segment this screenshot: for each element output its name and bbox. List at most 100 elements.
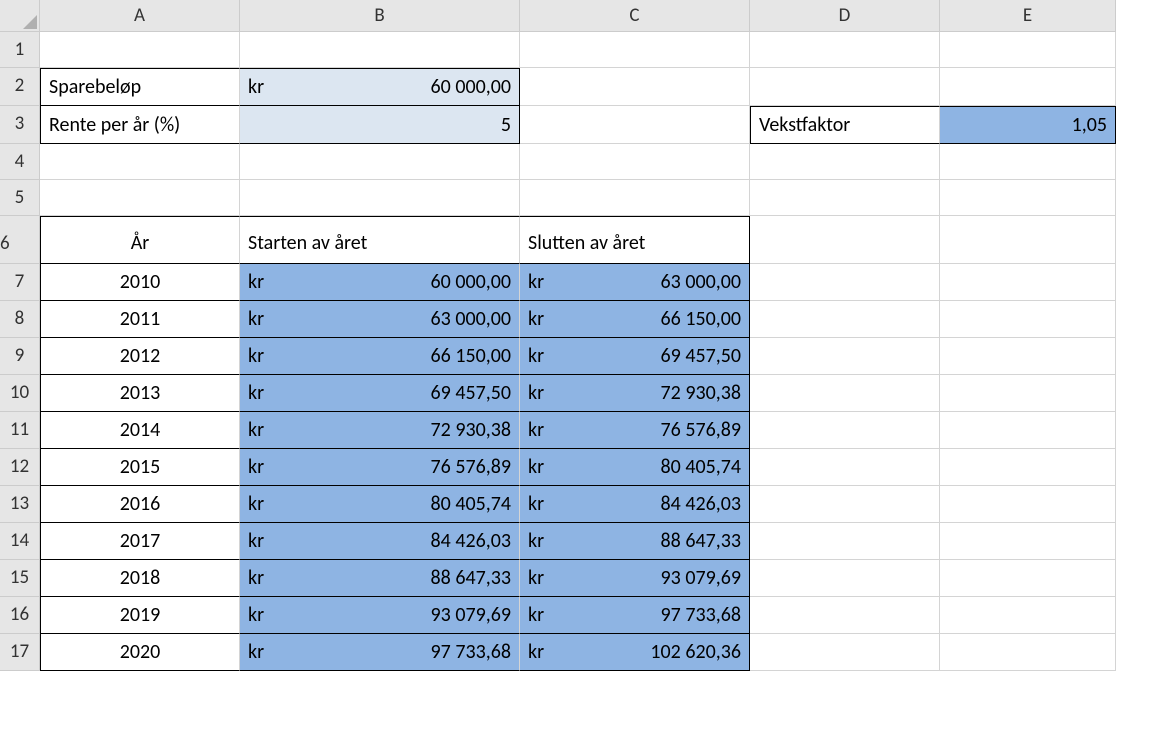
cell-a7[interactable]: 2010 xyxy=(40,264,240,301)
cell-c17[interactable]: kr102 620,36 xyxy=(520,634,750,671)
cell-c11[interactable]: kr76 576,89 xyxy=(520,412,750,449)
cell-a14[interactable]: 2017 xyxy=(40,523,240,560)
cell-d15[interactable] xyxy=(750,560,940,597)
cell-b10[interactable]: kr69 457,50 xyxy=(240,375,520,412)
row-header-10[interactable]: 10 xyxy=(0,375,40,412)
cell-a10[interactable]: 2013 xyxy=(40,375,240,412)
cell-e5[interactable] xyxy=(940,180,1116,216)
col-header-d[interactable]: D xyxy=(750,0,940,32)
cell-c15[interactable]: kr93 079,69 xyxy=(520,560,750,597)
cell-a6[interactable]: År xyxy=(40,216,240,264)
row-header-5[interactable]: 5 xyxy=(0,180,40,216)
row-header-4[interactable]: 4 xyxy=(0,144,40,180)
cell-a1[interactable] xyxy=(40,32,240,68)
cell-a17[interactable]: 2020 xyxy=(40,634,240,671)
cell-c4[interactable] xyxy=(520,144,750,180)
cell-c1[interactable] xyxy=(520,32,750,68)
row-header-3[interactable]: 3 xyxy=(0,106,40,144)
cell-b11[interactable]: kr72 930,38 xyxy=(240,412,520,449)
cell-b2[interactable]: kr 60 000,00 xyxy=(240,68,520,106)
cell-e1[interactable] xyxy=(940,32,1116,68)
cell-e3[interactable]: 1,05 xyxy=(940,106,1116,144)
cell-e13[interactable] xyxy=(940,486,1116,523)
cell-d5[interactable] xyxy=(750,180,940,216)
row-header-2[interactable]: 2 xyxy=(0,68,40,106)
cell-c6[interactable]: Slutten av året xyxy=(520,216,750,264)
cell-e9[interactable] xyxy=(940,338,1116,375)
cell-b14[interactable]: kr84 426,03 xyxy=(240,523,520,560)
col-header-c[interactable]: C xyxy=(520,0,750,32)
cell-e4[interactable] xyxy=(940,144,1116,180)
cell-c13[interactable]: kr84 426,03 xyxy=(520,486,750,523)
cell-e14[interactable] xyxy=(940,523,1116,560)
cell-a4[interactable] xyxy=(40,144,240,180)
cell-d16[interactable] xyxy=(750,597,940,634)
row-header-14[interactable]: 14 xyxy=(0,523,40,560)
cell-d2[interactable] xyxy=(750,68,940,106)
cell-b8[interactable]: kr63 000,00 xyxy=(240,301,520,338)
cell-c8[interactable]: kr66 150,00 xyxy=(520,301,750,338)
cell-b12[interactable]: kr76 576,89 xyxy=(240,449,520,486)
row-header-12[interactable]: 12 xyxy=(0,449,40,486)
row-header-7[interactable]: 7 xyxy=(0,264,40,301)
cell-a9[interactable]: 2012 xyxy=(40,338,240,375)
cell-d6[interactable] xyxy=(750,216,940,264)
cell-e17[interactable] xyxy=(940,634,1116,671)
cell-e15[interactable] xyxy=(940,560,1116,597)
row-header-17[interactable]: 17 xyxy=(0,634,40,671)
cell-c14[interactable]: kr88 647,33 xyxy=(520,523,750,560)
cell-d11[interactable] xyxy=(750,412,940,449)
cell-a16[interactable]: 2019 xyxy=(40,597,240,634)
cell-a3[interactable]: Rente per år (%) xyxy=(40,106,240,144)
cell-c12[interactable]: kr80 405,74 xyxy=(520,449,750,486)
cell-a2[interactable]: Sparebeløp xyxy=(40,68,240,106)
cell-e12[interactable] xyxy=(940,449,1116,486)
select-all-corner[interactable] xyxy=(0,0,40,32)
cell-d13[interactable] xyxy=(750,486,940,523)
cell-d9[interactable] xyxy=(750,338,940,375)
cell-d14[interactable] xyxy=(750,523,940,560)
row-header-13[interactable]: 13 xyxy=(0,486,40,523)
row-header-8[interactable]: 8 xyxy=(0,301,40,338)
cell-c16[interactable]: kr97 733,68 xyxy=(520,597,750,634)
cell-d17[interactable] xyxy=(750,634,940,671)
cell-e10[interactable] xyxy=(940,375,1116,412)
row-header-16[interactable]: 16 xyxy=(0,597,40,634)
cell-d1[interactable] xyxy=(750,32,940,68)
cell-b4[interactable] xyxy=(240,144,520,180)
cell-b9[interactable]: kr66 150,00 xyxy=(240,338,520,375)
cell-e16[interactable] xyxy=(940,597,1116,634)
cell-c7[interactable]: kr63 000,00 xyxy=(520,264,750,301)
spreadsheet-grid[interactable]: A B C D E 1 2 Sparebeløp kr 60 000,00 3 … xyxy=(0,0,1159,671)
cell-b16[interactable]: kr93 079,69 xyxy=(240,597,520,634)
cell-c10[interactable]: kr72 930,38 xyxy=(520,375,750,412)
cell-b15[interactable]: kr88 647,33 xyxy=(240,560,520,597)
row-header-15[interactable]: 15 xyxy=(0,560,40,597)
cell-c9[interactable]: kr69 457,50 xyxy=(520,338,750,375)
cell-b1[interactable] xyxy=(240,32,520,68)
cell-c2[interactable] xyxy=(520,68,750,106)
cell-d4[interactable] xyxy=(750,144,940,180)
row-header-6[interactable]: 6 xyxy=(0,216,40,264)
row-header-11[interactable]: 11 xyxy=(0,412,40,449)
col-header-a[interactable]: A xyxy=(40,0,240,32)
cell-a8[interactable]: 2011 xyxy=(40,301,240,338)
cell-e6[interactable] xyxy=(940,216,1116,264)
cell-e8[interactable] xyxy=(940,301,1116,338)
row-header-1[interactable]: 1 xyxy=(0,32,40,68)
cell-a11[interactable]: 2014 xyxy=(40,412,240,449)
col-header-b[interactable]: B xyxy=(240,0,520,32)
cell-d12[interactable] xyxy=(750,449,940,486)
cell-c5[interactable] xyxy=(520,180,750,216)
cell-b6[interactable]: Starten av året xyxy=(240,216,520,264)
col-header-e[interactable]: E xyxy=(940,0,1116,32)
cell-a5[interactable] xyxy=(40,180,240,216)
cell-c3[interactable] xyxy=(520,106,750,144)
cell-d10[interactable] xyxy=(750,375,940,412)
cell-d8[interactable] xyxy=(750,301,940,338)
cell-b13[interactable]: kr80 405,74 xyxy=(240,486,520,523)
cell-d7[interactable] xyxy=(750,264,940,301)
cell-b5[interactable] xyxy=(240,180,520,216)
cell-e2[interactable] xyxy=(940,68,1116,106)
cell-a12[interactable]: 2015 xyxy=(40,449,240,486)
